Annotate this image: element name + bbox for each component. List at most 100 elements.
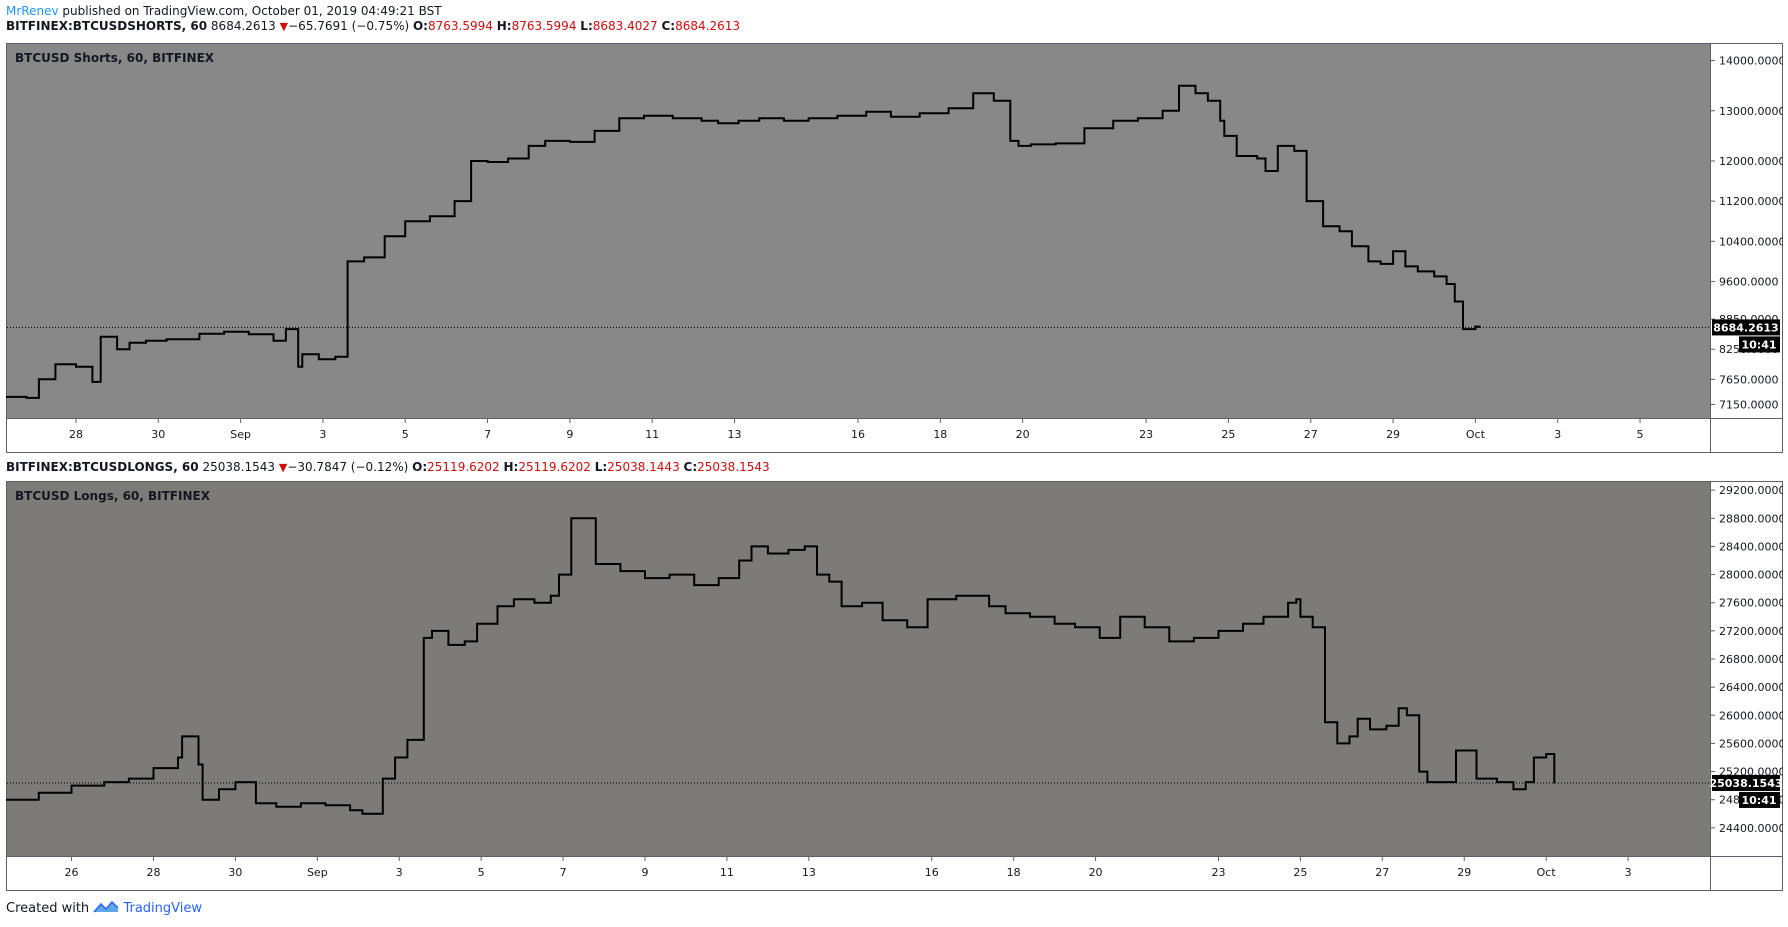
data-point — [1074, 626, 1076, 628]
data-point — [1193, 637, 1195, 639]
tradingview-brand[interactable]: TradingView — [123, 901, 202, 916]
high-label: H: — [496, 19, 512, 33]
data-point — [693, 584, 695, 586]
data-point — [38, 792, 40, 794]
y-tick-label: 7150.0000 — [1719, 398, 1779, 411]
x-tick-label: 3 — [1625, 866, 1632, 879]
data-point — [816, 573, 818, 576]
data-point — [1009, 140, 1011, 142]
data-point — [1054, 623, 1056, 625]
x-tick-label: 28 — [146, 866, 160, 879]
data-point — [128, 778, 130, 780]
data-point — [890, 116, 892, 118]
data-point — [70, 785, 73, 787]
data-point — [1264, 170, 1267, 172]
y-tick-label: 11200.0000 — [1719, 195, 1783, 208]
shorts-chart[interactable]: 14000.0000 13000.0000 12000.0000 11200.0000… — [6, 43, 1783, 453]
data-point — [1336, 742, 1338, 745]
data-point — [808, 117, 810, 119]
data-point — [738, 120, 740, 122]
x-tick-label: 9 — [566, 428, 573, 441]
data-point — [1455, 749, 1457, 752]
data-point — [1262, 616, 1265, 618]
data-point — [116, 348, 118, 350]
data-point — [758, 117, 760, 119]
data-point — [361, 813, 363, 815]
data-point — [644, 577, 646, 579]
longs-chart[interactable]: 29200.0000 28800.0000 28400.0000 28000.0000… — [6, 481, 1783, 891]
x-tick-label: 28 — [69, 428, 83, 441]
price-label-text: 25038.1543 — [1709, 777, 1782, 790]
data-point — [431, 630, 433, 632]
data-point — [718, 577, 720, 579]
data-point — [54, 363, 56, 365]
x-tick-label: 5 — [478, 866, 485, 879]
data-point — [1119, 616, 1121, 618]
data-point — [6, 396, 7, 398]
y-tick-label: 27200.0000 — [1719, 625, 1783, 638]
data-point — [1338, 230, 1341, 232]
data-point — [486, 161, 489, 163]
data-point — [324, 804, 327, 806]
symbol-name: BITFINEX:BTCUSDLONGS, 60 — [6, 460, 199, 474]
change-value: −30.7847 (−0.12%) — [287, 460, 409, 474]
y-tick-label: 25600.0000 — [1719, 737, 1783, 750]
x-tick-label: Sep — [307, 866, 328, 879]
x-tick-label: 20 — [1089, 866, 1103, 879]
data-point — [767, 552, 769, 555]
y-tick-label: 27600.0000 — [1719, 597, 1783, 610]
x-tick-label: 30 — [151, 428, 165, 441]
high-label: H: — [503, 460, 519, 474]
data-point — [285, 328, 287, 330]
data-point — [1004, 612, 1007, 614]
data-point — [100, 336, 102, 338]
low-value: 8683.4027 — [592, 19, 658, 33]
data-point — [1385, 725, 1388, 727]
data-point — [927, 598, 929, 600]
data-point — [1194, 92, 1197, 94]
last-price: 25038.1543 — [202, 460, 275, 474]
data-point — [476, 623, 478, 625]
data-point — [1293, 150, 1295, 152]
data-point — [394, 756, 396, 759]
data-point — [223, 331, 225, 333]
data-point — [1433, 275, 1435, 278]
data-point — [6, 799, 7, 801]
y-tick-label: 28400.0000 — [1719, 540, 1783, 553]
data-point — [1475, 778, 1478, 780]
data-point — [1322, 225, 1324, 227]
low-label: L: — [594, 460, 608, 474]
data-point — [429, 215, 431, 217]
data-point — [38, 378, 40, 380]
data-point — [300, 802, 302, 804]
data-point — [643, 115, 645, 117]
data-point — [496, 605, 499, 607]
published-text: published on TradingView.com, October 01… — [62, 4, 442, 18]
data-point — [1112, 120, 1114, 122]
y-tick-label: 12000.0000 — [1719, 155, 1783, 168]
data-point — [248, 333, 250, 335]
y-tick-label: 24400.0000 — [1719, 822, 1783, 835]
close-value: 25038.1543 — [697, 460, 770, 474]
data-point — [550, 595, 552, 597]
created-with-text: Created with — [6, 901, 90, 916]
data-point — [1404, 265, 1407, 267]
data-point — [1017, 145, 1020, 147]
publish-header: MrRenev published on TradingView.com, Oc… — [6, 3, 442, 19]
data-point — [972, 92, 974, 94]
x-tick-label: 18 — [933, 428, 947, 441]
author-link[interactable]: MrRenev — [6, 4, 59, 18]
data-point — [738, 559, 740, 562]
data-point — [1553, 782, 1555, 784]
data-point — [668, 573, 671, 576]
y-tick-label: 13000.0000 — [1719, 105, 1783, 118]
data-point — [672, 117, 674, 119]
x-tick-label: 9 — [642, 866, 649, 879]
x-tick-label: 3 — [396, 866, 403, 879]
low-label: L: — [580, 19, 593, 33]
data-point — [906, 626, 908, 628]
data-point — [470, 160, 472, 162]
data-point — [1512, 788, 1514, 790]
y-tick-label: 28800.0000 — [1719, 512, 1783, 525]
data-point — [1426, 781, 1428, 783]
